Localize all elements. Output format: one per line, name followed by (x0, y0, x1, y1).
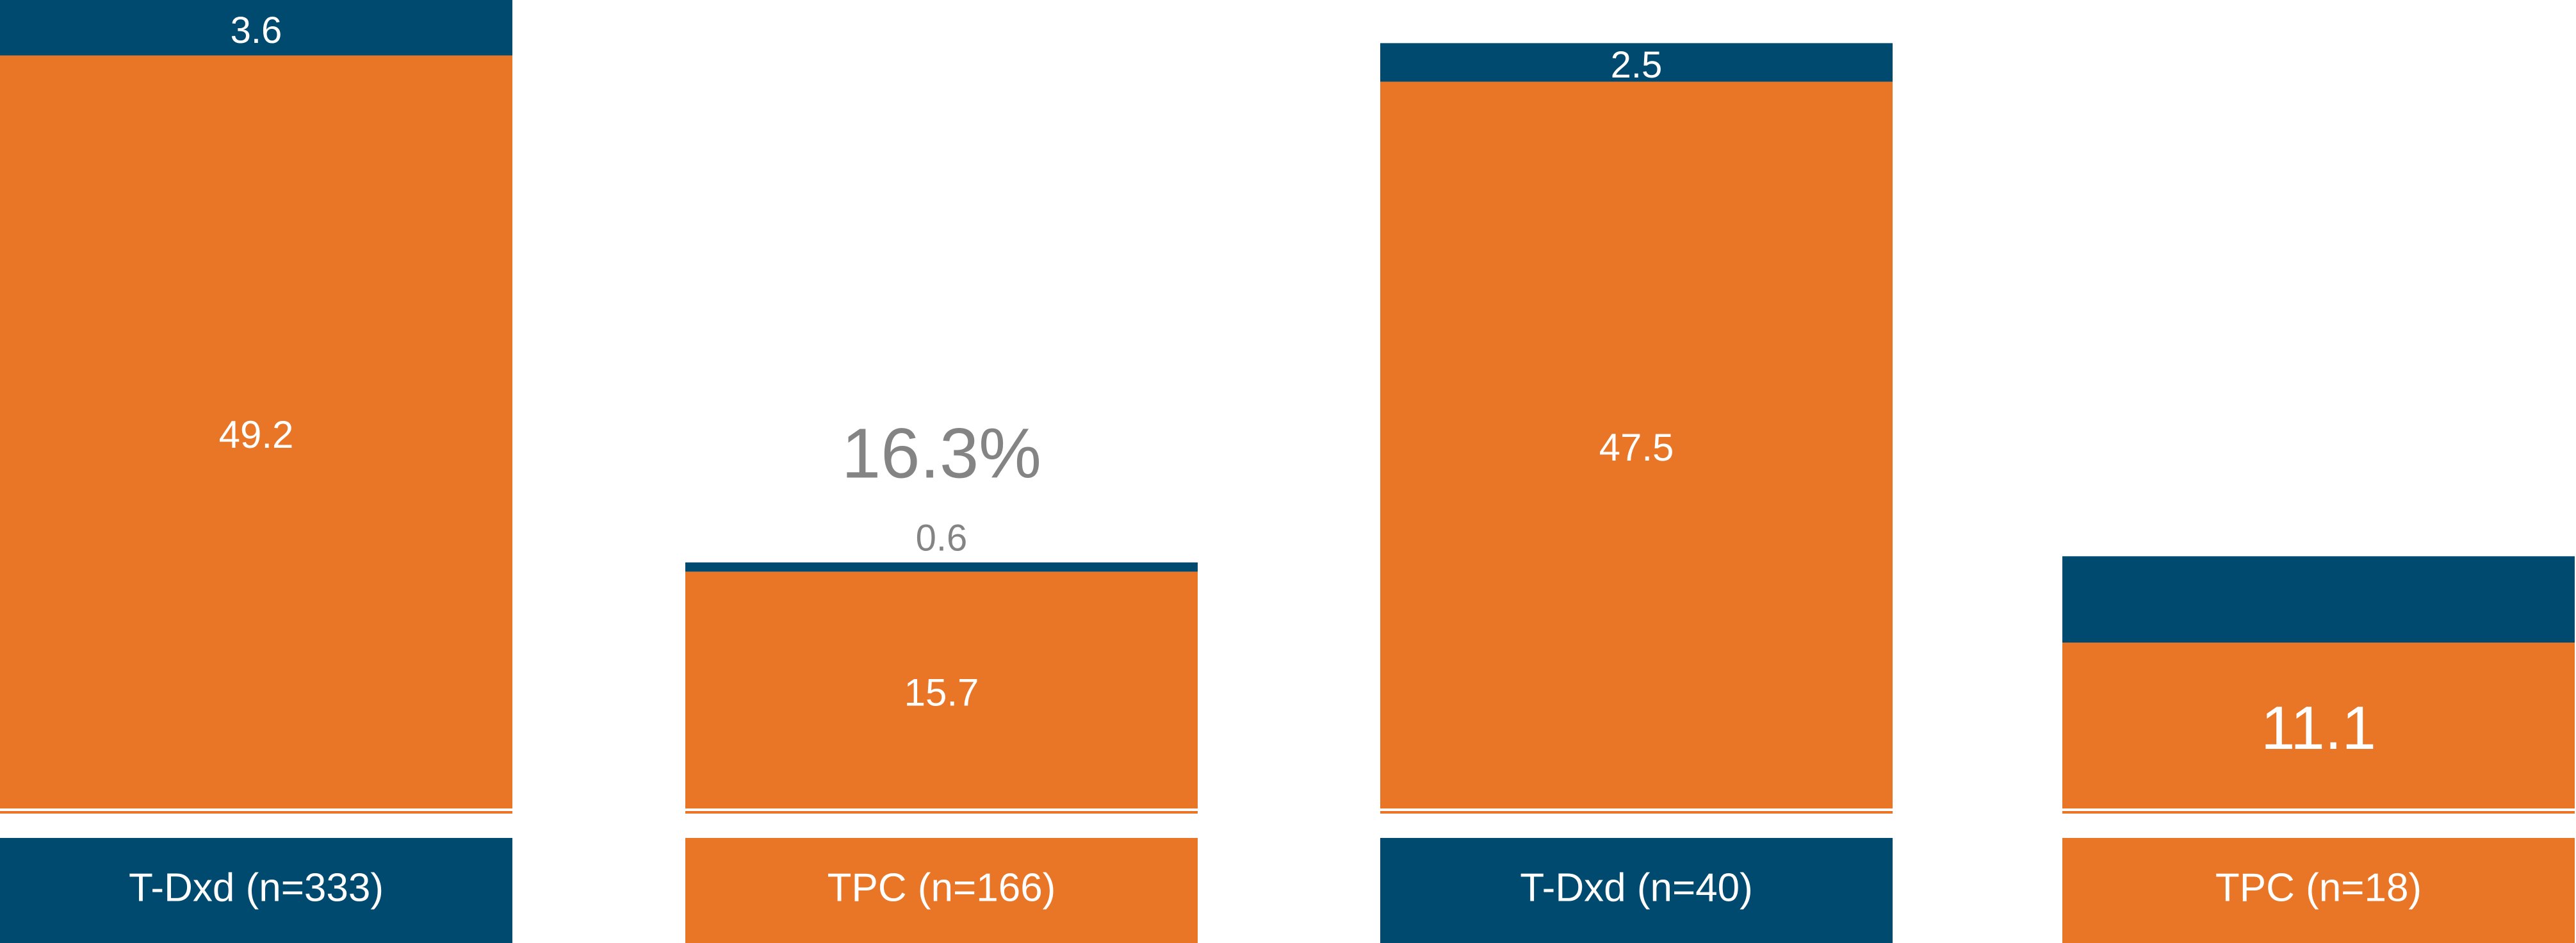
category-box-1 (0, 838, 512, 943)
segment-label-4-1: 11.1 (2261, 694, 2376, 762)
segment-label-2-1: 15.7 (904, 671, 979, 714)
category-label-2: TPC (n=166) (827, 866, 1056, 910)
category-label-1: T-Dxd (n=333) (129, 866, 384, 910)
navy-segment-1 (0, 0, 512, 56)
segment-label-1-2: 3.6 (231, 10, 282, 51)
category-box-4 (2062, 838, 2575, 943)
category-label-3: T-Dxd (n=40) (1520, 866, 1753, 910)
navy-segment-2 (685, 562, 1198, 572)
segment-label-2-2: 0.6 (916, 517, 968, 559)
total-percent-label-2: 16.3% (842, 414, 1041, 493)
category-box-2 (685, 838, 1198, 943)
orange-segment-4 (2062, 643, 2575, 814)
navy-segment-3 (1380, 43, 1893, 82)
category-box-3 (1380, 838, 1893, 943)
orange-segment-3 (1380, 81, 1893, 814)
navy-segment-4 (2062, 556, 2575, 643)
segment-label-1-1: 49.2 (219, 413, 294, 456)
orange-segment-1 (0, 55, 512, 814)
orange-segment-2 (685, 571, 1198, 814)
segment-label-3-2: 2.5 (1611, 44, 1663, 86)
category-label-4: TPC (n=18) (2215, 866, 2422, 910)
segment-label-3-1: 47.5 (1599, 426, 1674, 469)
